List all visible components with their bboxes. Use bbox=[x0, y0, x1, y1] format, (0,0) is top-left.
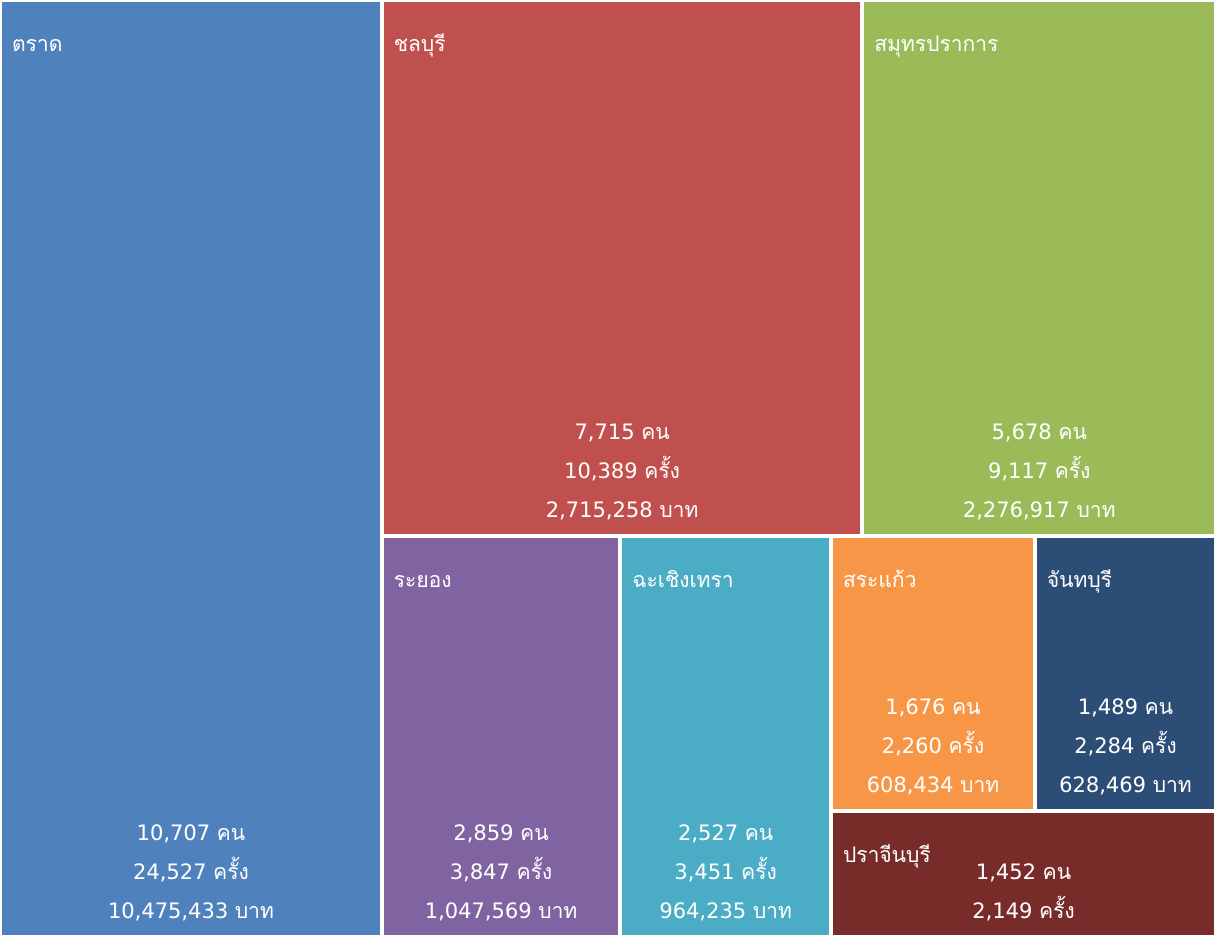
tile-label: สมุทรปราการ bbox=[874, 32, 999, 56]
tile: สระแก้ว 1,676 คน 2,260 ครั้ง 608,434 บาท bbox=[830, 536, 1035, 811]
tile-label: ชลบุรี bbox=[393, 32, 446, 56]
tile-values: 5,678 คน 9,117 ครั้ง 2,276,917 บาท bbox=[870, 413, 1208, 530]
tile: ระยอง 2,859 คน 3,847 ครั้ง 1,047,569 บาท bbox=[381, 536, 621, 937]
tile-values: 1,489 คน 2,284 ครั้ง 628,469 บาท bbox=[1043, 688, 1208, 805]
tile-label: ฉะเชิงเทรา bbox=[632, 568, 734, 593]
tile-label: ตราด bbox=[12, 32, 63, 56]
value-label: 10,475,433 บาท bbox=[107, 899, 274, 923]
value-label: 3,451 ครั้ง bbox=[674, 859, 777, 884]
tile-label: สระแก้ว bbox=[842, 568, 917, 593]
tile: สมุทรปราการ 5,678 คน 9,117 ครั้ง 2,276,917 … bbox=[862, 0, 1216, 537]
value-label: 5,678 คน bbox=[991, 420, 1087, 445]
tile-label: จันทบุรี bbox=[1046, 568, 1112, 593]
value-label: 1,047,569 บาท bbox=[424, 898, 578, 923]
tile-label: ระยอง bbox=[393, 568, 452, 593]
value-label: 7,715 คน bbox=[574, 420, 670, 445]
value-label: 2,260 ครั้ง bbox=[881, 734, 985, 758]
value-label: 608,434 บาท bbox=[866, 773, 1000, 797]
tile: จันทบุรี 1,489 คน 2,284 ครั้ง 628,469 บาท bbox=[1034, 536, 1216, 811]
tile: ชลบุรี 7,715 คน 10,389 ครั้ง 2,715,258 บาท bbox=[381, 0, 863, 537]
value-label: 2,284 ครั้ง bbox=[1074, 734, 1177, 758]
value-label: 3,847 ครั้ง bbox=[449, 859, 553, 884]
value-label: 9,117 ครั้ง bbox=[987, 459, 1091, 484]
value-label: 1,676 คน bbox=[885, 695, 981, 719]
value-label: 2,715,258 บาท bbox=[545, 498, 699, 523]
tile-values: 2,527 คน 3,451 ครั้ง 964,235 บาท bbox=[628, 814, 823, 931]
tile: ฉะเชิงเทรา 2,527 คน 3,451 ครั้ง 964,235 บาท bbox=[620, 536, 831, 937]
value-label: 24,527 ครั้ง bbox=[133, 860, 249, 884]
tile: ตราด 10,707 คน 24,527 ครั้ง 10,475,433 บาท bbox=[0, 0, 382, 937]
value-label: 2,276,917 บาท bbox=[962, 498, 1116, 523]
value-label: 1,489 คน bbox=[1077, 695, 1174, 719]
value-label: 964,235 บาท bbox=[659, 898, 792, 923]
value-label: 2,859 คน bbox=[453, 820, 549, 845]
value-label: 1,452 คน bbox=[975, 859, 1072, 884]
value-label: 10,707 คน bbox=[136, 821, 246, 845]
value-label: 628,469 บาท bbox=[1059, 773, 1192, 797]
tile-values: 2,859 คน 3,847 ครั้ง 1,047,569 บาท bbox=[390, 814, 612, 931]
tile-values: 1,452 คน 2,149 ครั้ง bbox=[839, 853, 1208, 931]
value-label: 2,149 ครั้ง bbox=[972, 898, 1075, 923]
tile-label: ปราจีนบุรี bbox=[842, 843, 931, 867]
tile-values: 10,707 คน 24,527 ครั้ง 10,475,433 บาท bbox=[8, 814, 374, 931]
tile-values: 7,715 คน 10,389 ครั้ง 2,715,258 บาท bbox=[390, 413, 855, 530]
tile-values: 1,676 คน 2,260 ครั้ง 608,434 บาท bbox=[839, 688, 1027, 805]
value-label: 10,389 ครั้ง bbox=[564, 459, 680, 484]
tile: ปราจีนบุรี 1,452 คน 2,149 ครั้ง bbox=[830, 811, 1216, 937]
value-label: 2,527 คน bbox=[677, 820, 774, 845]
